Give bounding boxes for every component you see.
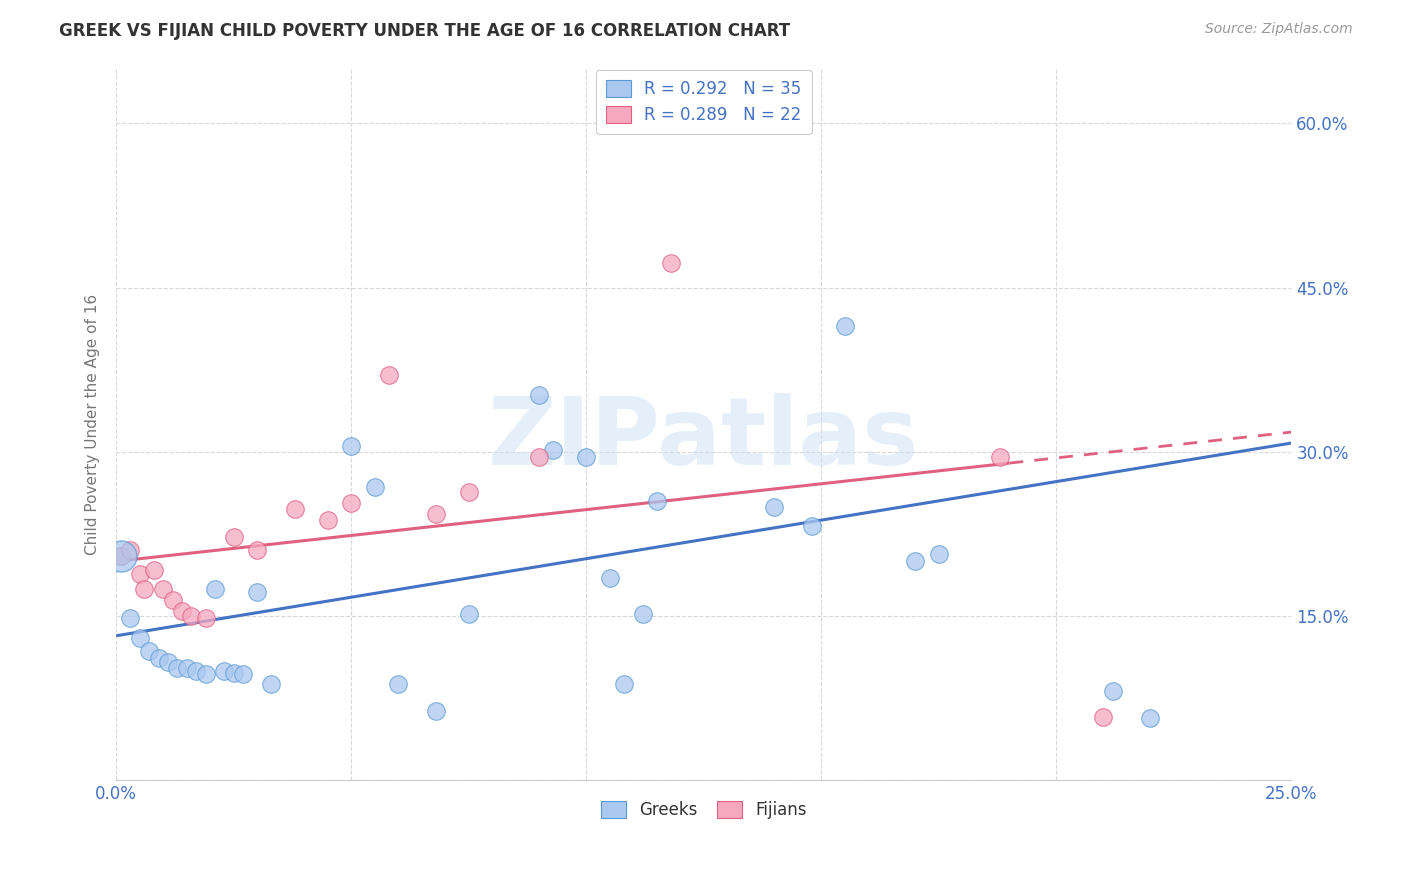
Point [599, 571, 621, 585]
Point [152, 582, 174, 596]
Point [364, 480, 387, 494]
Point [142, 563, 165, 577]
Point [631, 607, 654, 621]
Point [214, 664, 236, 678]
Point [904, 554, 927, 568]
Point [763, 500, 786, 514]
Text: GREEK VS FIJIAN CHILD POVERTY UNDER THE AGE OF 16 CORRELATION CHART: GREEK VS FIJIAN CHILD POVERTY UNDER THE … [59, 22, 790, 40]
Point [834, 318, 856, 333]
Point [529, 388, 551, 402]
Legend: Greeks, Fijians: Greeks, Fijians [593, 794, 814, 825]
Point [645, 494, 668, 508]
Point [340, 496, 363, 510]
Point [204, 582, 226, 596]
Point [128, 631, 150, 645]
Point [180, 609, 202, 624]
Point [457, 607, 479, 621]
Point [186, 664, 208, 678]
Point [246, 585, 269, 599]
Point [148, 650, 170, 665]
Y-axis label: Child Poverty Under the Age of 16: Child Poverty Under the Age of 16 [86, 293, 100, 555]
Point [659, 256, 682, 270]
Point [387, 677, 409, 691]
Point [232, 667, 254, 681]
Point [928, 547, 950, 561]
Point [166, 660, 188, 674]
Point [425, 507, 447, 521]
Point [120, 611, 142, 625]
Point [988, 450, 1011, 465]
Point [260, 677, 283, 691]
Point [222, 530, 245, 544]
Point [457, 485, 479, 500]
Point [194, 667, 217, 681]
Point [138, 644, 160, 658]
Point [156, 655, 179, 669]
Point [543, 442, 565, 457]
Text: Source: ZipAtlas.com: Source: ZipAtlas.com [1205, 22, 1353, 37]
Point [134, 582, 156, 596]
Point [316, 513, 339, 527]
Point [575, 450, 598, 465]
Point [284, 501, 307, 516]
Point [110, 549, 132, 563]
Point [176, 660, 198, 674]
Point [128, 567, 150, 582]
Text: ZIPatlas: ZIPatlas [488, 392, 920, 484]
Point [378, 368, 401, 383]
Point [222, 665, 245, 680]
Point [120, 543, 142, 558]
Point [194, 611, 217, 625]
Point [613, 677, 636, 691]
Point [110, 549, 132, 563]
Point [1101, 683, 1123, 698]
Point [1092, 710, 1115, 724]
Point [172, 603, 194, 617]
Point [110, 549, 132, 563]
Point [801, 519, 824, 533]
Point [340, 439, 363, 453]
Point [246, 543, 269, 558]
Point [529, 450, 551, 465]
Point [162, 592, 184, 607]
Point [1139, 711, 1161, 725]
Point [425, 704, 447, 718]
